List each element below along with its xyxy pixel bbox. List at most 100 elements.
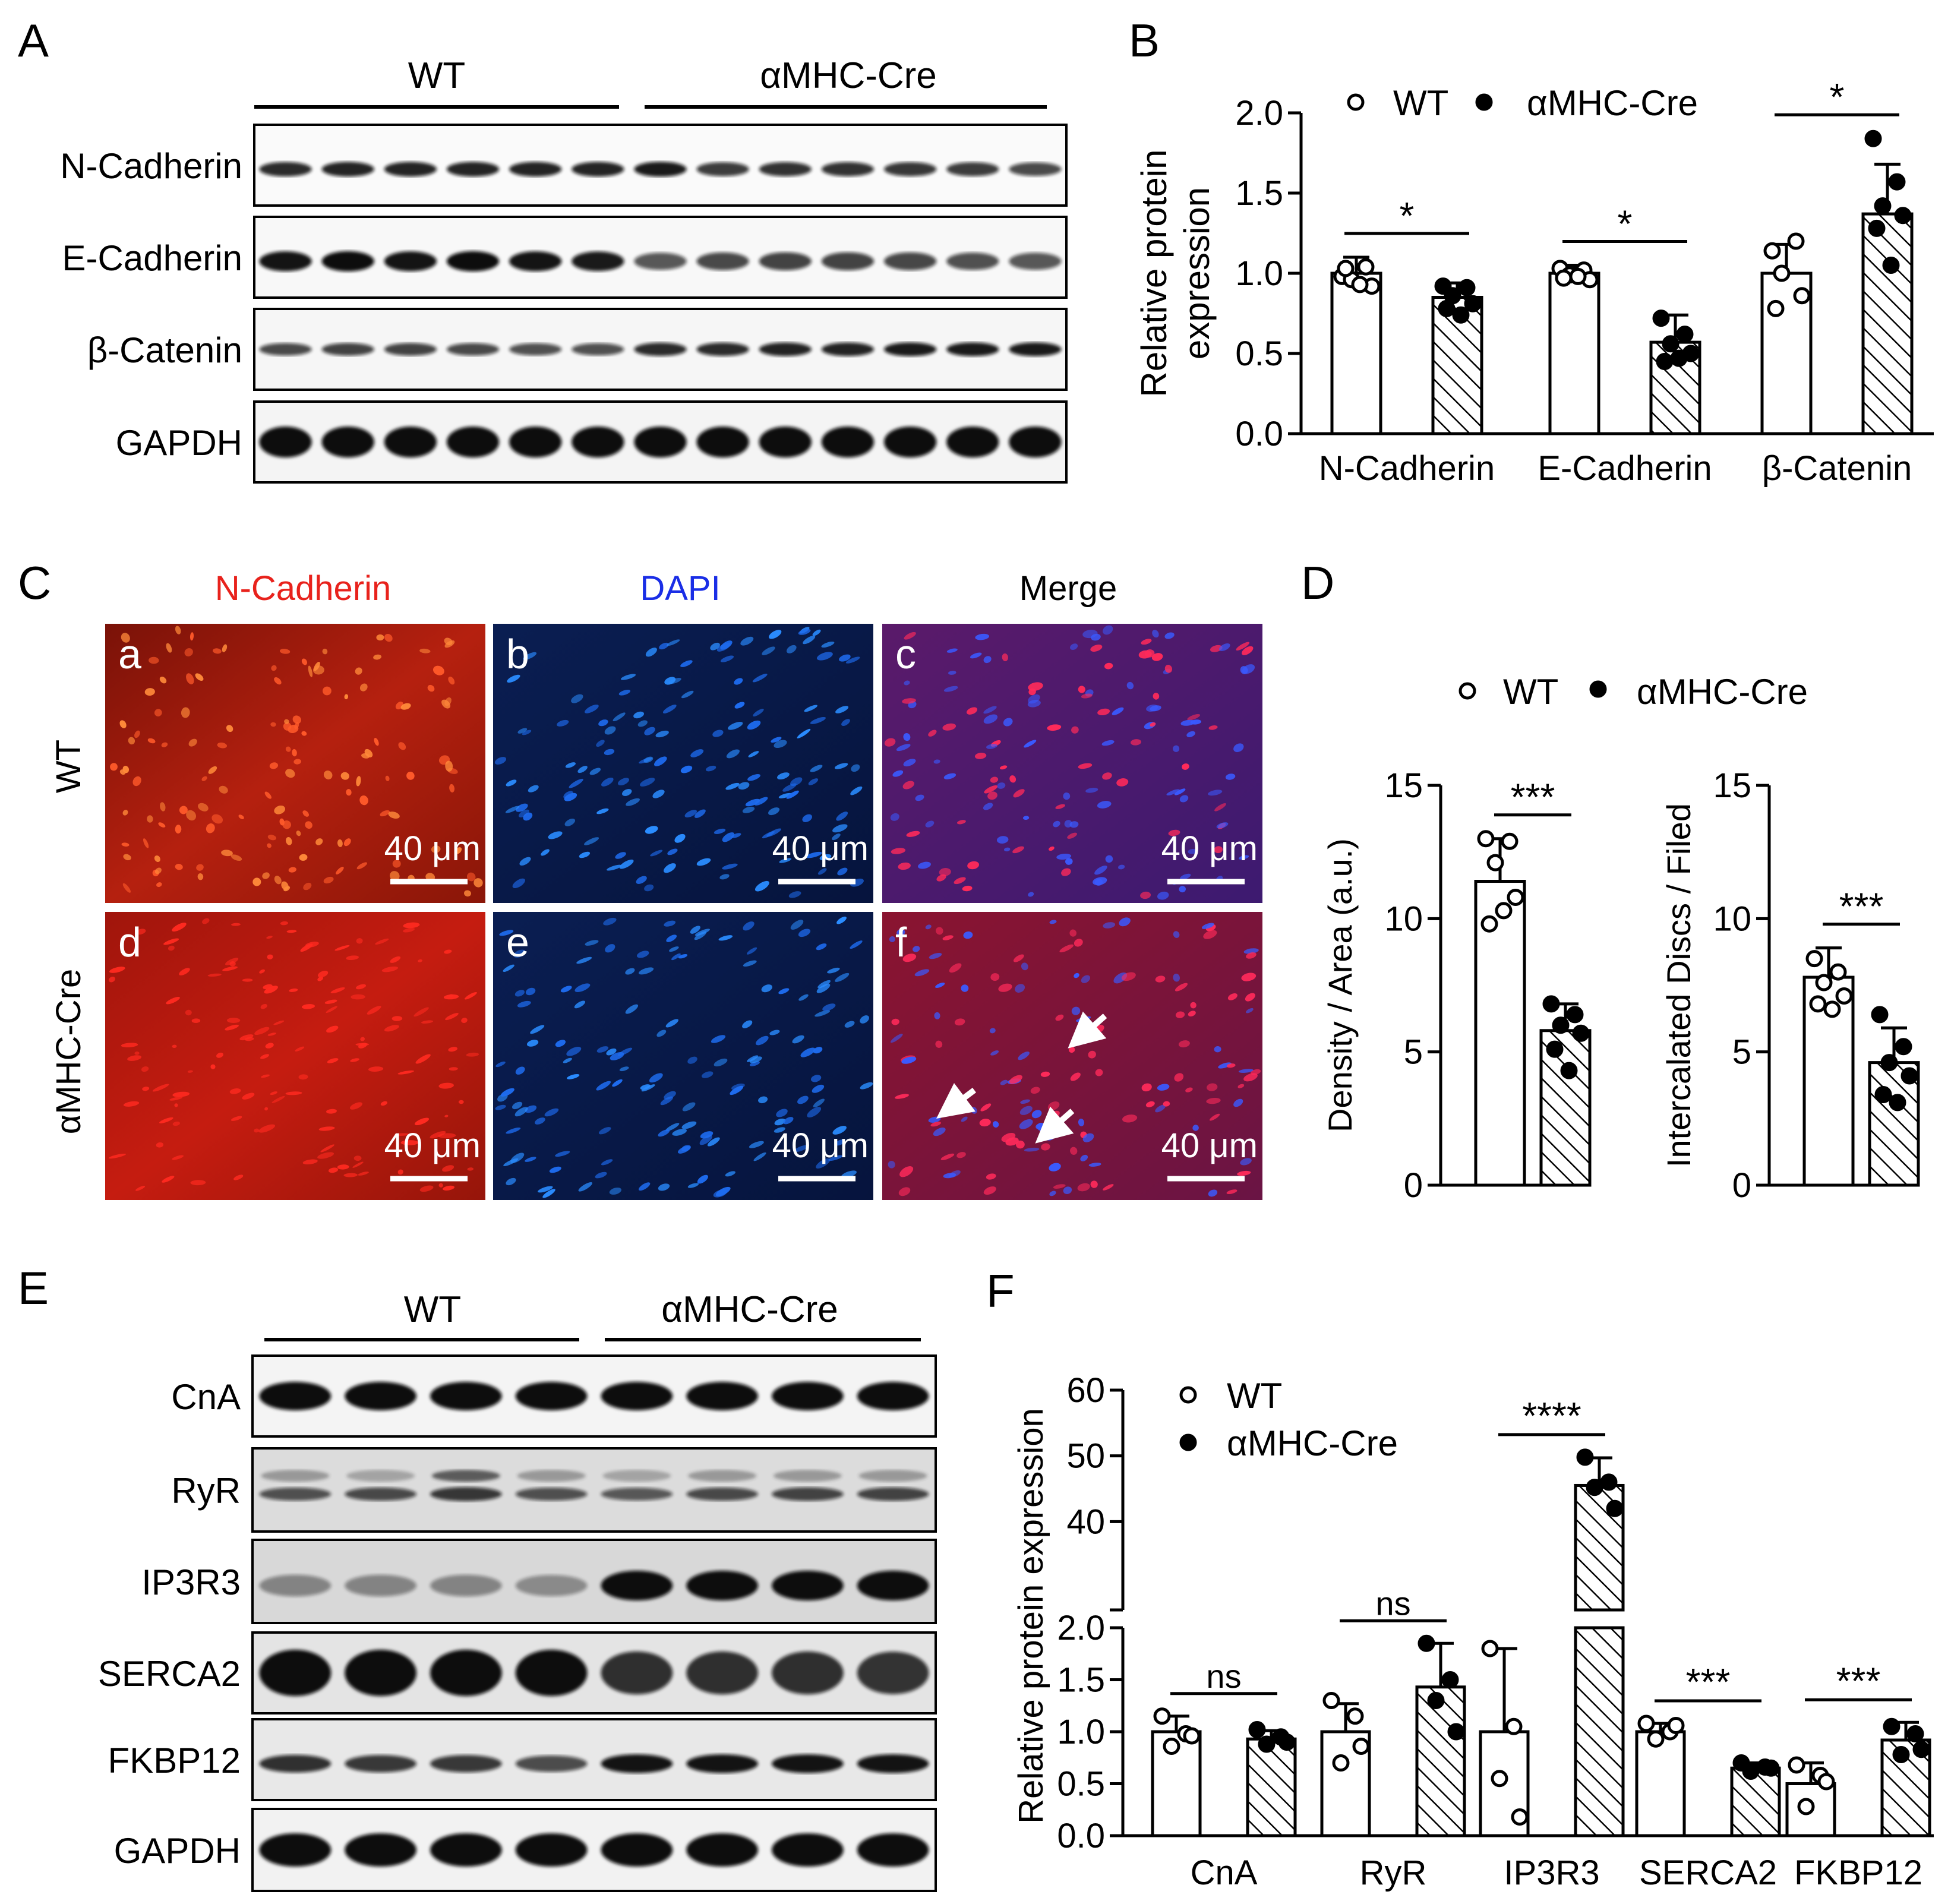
stain-spot <box>380 810 390 817</box>
stain-spot <box>152 1084 169 1092</box>
stain-spot <box>1237 1084 1245 1088</box>
scale-label: 40 μm <box>1161 829 1258 868</box>
blot-band <box>345 1650 416 1696</box>
stain-spot <box>285 746 291 752</box>
stain-spot <box>1074 939 1083 947</box>
blot-band <box>345 1487 416 1501</box>
micrograph-d: d 40 μm <box>105 912 485 1200</box>
stain-spot <box>904 680 910 686</box>
stain-spot <box>1157 1084 1170 1091</box>
stain-spot <box>320 1144 334 1152</box>
stain-spot <box>626 798 640 806</box>
stain-spot <box>930 1122 941 1127</box>
filled-circle-icon <box>1552 1016 1570 1034</box>
blot-band <box>634 427 687 457</box>
panel-b-letter: B <box>1129 14 1160 67</box>
stain-spot <box>1166 789 1180 795</box>
y-tick-label: 1.0 <box>1235 254 1283 293</box>
stain-spot <box>728 722 743 730</box>
stain-spot <box>718 935 733 941</box>
open-circle-icon <box>1322 1692 1340 1709</box>
stain-spot <box>1186 731 1195 737</box>
stain-spot <box>1078 1119 1085 1126</box>
blot-band <box>509 427 562 457</box>
stain-spot <box>778 988 790 994</box>
stain-spot <box>419 1185 434 1192</box>
stain-spot <box>786 790 799 799</box>
stain-spot <box>374 738 379 746</box>
stain-spot <box>123 1101 140 1107</box>
stain-spot <box>1000 1079 1008 1085</box>
stain-spot <box>108 1153 127 1159</box>
stain-spot <box>850 786 863 795</box>
stain-spot <box>613 712 626 722</box>
stain-spot <box>1013 789 1025 798</box>
blot-band <box>572 343 624 356</box>
open-circle-icon <box>1357 258 1375 276</box>
filled-circle-icon <box>1901 1067 1918 1085</box>
stain-spot <box>746 947 757 955</box>
stain-spot <box>1059 944 1074 953</box>
stain-spot <box>636 876 647 885</box>
col-title-dapi: DAPI <box>640 569 720 608</box>
stain-spot <box>604 749 615 756</box>
stain-spot <box>141 1066 149 1072</box>
stain-spot <box>731 833 741 838</box>
blot-band <box>517 1470 586 1482</box>
blot-band <box>772 1571 844 1600</box>
stain-spot <box>1206 1097 1221 1104</box>
stain-spot <box>384 1025 399 1032</box>
blot-band <box>602 1470 671 1482</box>
stain-spot <box>769 630 782 639</box>
stain-spot <box>384 633 393 642</box>
stain-spot <box>358 1043 367 1049</box>
stain-spot <box>983 656 992 664</box>
stain-spot <box>769 1030 780 1035</box>
stain-spot <box>832 824 848 833</box>
panel-a: A WT αMHC-Cre N-Cadherin E-Cadherin β-Cate… <box>18 14 1068 484</box>
stain-spot <box>798 629 811 635</box>
blot-band <box>384 427 437 457</box>
stain-spot <box>168 945 175 951</box>
stain-spot <box>1024 740 1037 748</box>
stain-spot <box>445 760 453 772</box>
stain-spot <box>778 792 792 798</box>
stain-spot <box>1024 1147 1040 1152</box>
stain-spot <box>267 1032 276 1036</box>
blot-band <box>696 162 749 176</box>
stain-spot <box>1180 719 1195 726</box>
stain-spot <box>810 765 823 772</box>
stain-spot <box>1019 1119 1033 1129</box>
stain-spot <box>356 938 363 944</box>
blot-band <box>259 343 312 356</box>
stain-spot <box>142 1087 150 1091</box>
stain-spot <box>827 967 840 974</box>
stain-spot <box>596 808 609 814</box>
filled-circle-icon <box>1670 349 1688 367</box>
stain-spot <box>753 709 764 716</box>
filled-circle-icon <box>1248 1721 1266 1738</box>
stain-spot <box>722 863 738 870</box>
stain-spot <box>768 807 780 816</box>
stain-spot <box>1021 962 1028 971</box>
stain-spot <box>589 768 601 775</box>
stain-spot <box>949 963 962 973</box>
stain-spot <box>258 1124 276 1133</box>
blot-band <box>696 342 749 356</box>
stain-spot <box>1164 665 1173 673</box>
stain-spot <box>229 1088 241 1094</box>
stain-spot <box>585 705 599 713</box>
stain-spot <box>665 1123 680 1132</box>
stain-spot <box>645 648 657 657</box>
open-circle-icon <box>1486 854 1504 872</box>
blot-band <box>345 1755 416 1773</box>
stain-spot <box>274 677 282 685</box>
stain-spot <box>166 643 172 653</box>
filled-circle-icon <box>1762 1759 1780 1777</box>
stain-spot <box>890 813 899 821</box>
stain-spot <box>1119 917 1131 927</box>
stain-spot <box>128 737 135 745</box>
scale-label: 40 μm <box>1161 1126 1258 1165</box>
stain-spot <box>747 774 760 781</box>
filled-circle-icon <box>1458 279 1476 296</box>
